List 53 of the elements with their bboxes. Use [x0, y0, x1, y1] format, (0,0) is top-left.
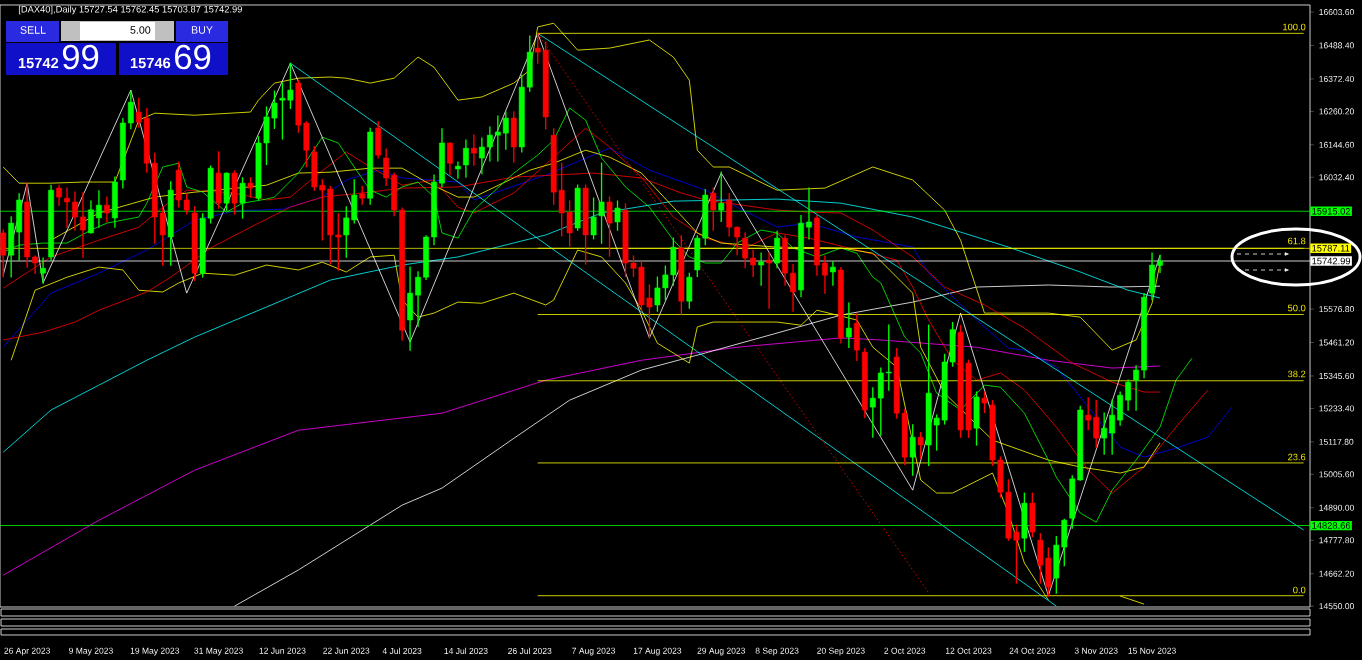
annotation: 69 — [175, 44, 211, 70]
x-tick-label: 20 Sep 2023 — [817, 647, 865, 656]
y-tick-label: 15005.60 — [1319, 471, 1354, 478]
y-tick-label: 16603.60 — [1319, 9, 1354, 16]
y-tick-label: 16144.60 — [1319, 141, 1354, 148]
y-tick-label: 16032.40 — [1319, 174, 1354, 181]
annotation: 5.00 — [130, 26, 151, 34]
x-tick-label: 9 May 2023 — [69, 647, 113, 656]
y-tick-label: 16260.20 — [1319, 108, 1354, 115]
y-tick-label: 14662.20 — [1319, 570, 1354, 577]
x-tick-label: 8 Sep 2023 — [755, 647, 799, 656]
y-tick-label: 14550.00 — [1319, 603, 1354, 610]
y-tick-label: 15345.60 — [1319, 372, 1354, 379]
ref-line-label: 15742.99 — [1312, 257, 1351, 265]
x-tick-label: 24 Oct 2023 — [1009, 647, 1056, 654]
y-tick-label: 15117.80 — [1319, 438, 1354, 445]
x-tick-label: 12 Oct 2023 — [945, 647, 992, 654]
x-tick-label: 29 Aug 2023 — [697, 647, 746, 656]
x-tick-label: 26 Jul 2023 — [508, 647, 552, 654]
chart-title: [DAX40],Daily 15727.54 15762.45 15703.87 15742.99 — [18, 5, 242, 15]
x-tick-label: 17 Aug 2023 — [633, 647, 682, 656]
y-tick-label: 15576.80 — [1319, 306, 1354, 313]
x-tick-label: 12 Jun 2023 — [259, 647, 306, 654]
x-tick-label: 2 Oct 2023 — [884, 647, 926, 654]
annotation: SELL — [20, 26, 46, 34]
annotation: 38.2 — [1287, 370, 1306, 378]
annotation: 99 — [62, 44, 99, 70]
x-tick-label: 22 Jun 2023 — [323, 647, 370, 654]
y-tick-label: 14890.00 — [1319, 504, 1354, 511]
annotation: 50.0 — [1287, 304, 1306, 312]
y-tick-label: 16372.40 — [1319, 75, 1354, 82]
y-tick-label: 15461.20 — [1319, 339, 1354, 346]
y-tick-label: 16488.40 — [1319, 42, 1354, 49]
x-tick-label: 31 May 2023 — [194, 647, 243, 656]
annotation: 0.0 — [1293, 586, 1306, 594]
ref-line-label: 15915.02 — [1312, 207, 1351, 215]
x-tick-label: 26 Apr 2023 — [4, 647, 50, 656]
annotation: 23.6 — [1288, 453, 1306, 461]
annotation: 15746 — [130, 57, 171, 69]
x-tick-label: 15 Nov 2023 — [1128, 647, 1176, 654]
x-tick-label: 3 Nov 2023 — [1074, 647, 1118, 654]
annotation: 100.0 — [1283, 23, 1306, 31]
x-tick-label: 7 Aug 2023 — [572, 647, 616, 656]
ref-line-label: 15787.11 — [1312, 244, 1350, 252]
x-tick-label: 14 Jul 2023 — [444, 647, 488, 654]
ref-line-label: 14828.66 — [1312, 522, 1351, 529]
x-tick-label: 19 May 2023 — [130, 647, 180, 656]
annotation: BUY — [191, 26, 213, 34]
annotation: 61.8 — [1288, 237, 1306, 245]
annotation: 15742 — [18, 57, 59, 69]
y-tick-label: 14777.80 — [1319, 537, 1354, 544]
x-tick-label: 4 Jul 2023 — [382, 647, 422, 654]
y-tick-label: 15233.40 — [1319, 405, 1354, 412]
